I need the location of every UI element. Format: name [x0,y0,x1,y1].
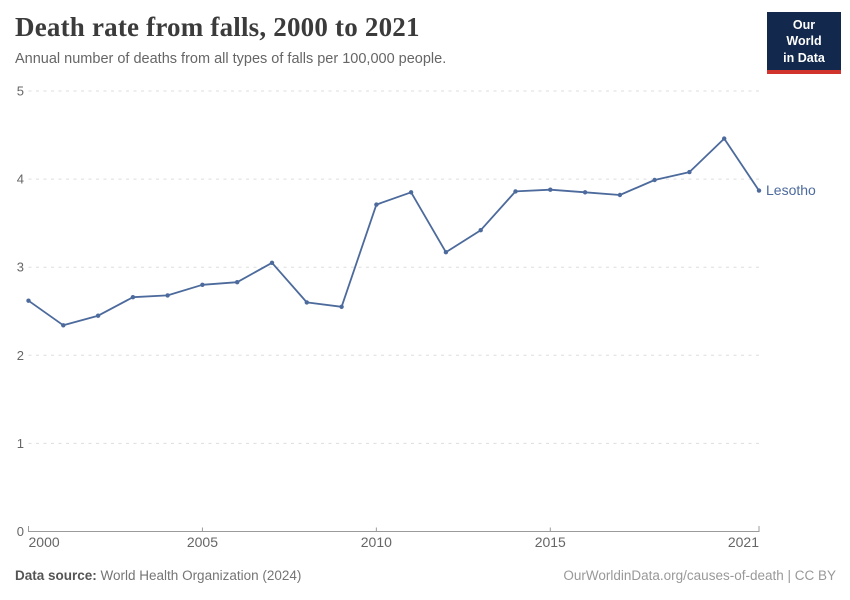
data-point [408,190,414,195]
data-point [513,189,518,194]
data-point [200,282,205,287]
data-point [478,228,483,233]
y-axis-tick-label: 4 [17,172,24,187]
series-label: Lesotho [766,182,816,198]
data-point [756,188,762,193]
y-axis-tick-label: 5 [17,84,24,99]
page-title: Death rate from falls, 2000 to 2021 [15,12,420,42]
owid-logo: Our World in Data [767,12,841,74]
data-point [61,323,66,328]
x-axis-tick-label: 2005 [187,534,218,550]
logo-line-2: in Data [783,50,825,65]
x-axis-tick-label: 2015 [535,534,566,550]
x-axis-tick-label: 2000 [29,534,60,550]
data-source-value: World Health Organization (2024) [96,568,302,583]
data-point [26,298,31,303]
data-source-label: Data source: [15,568,97,583]
y-axis-tick-label: 3 [17,260,24,275]
data-point [582,190,588,195]
data-point [304,300,309,305]
data-source: Data source: World Health Organization (… [15,568,301,583]
data-point [722,136,727,141]
data-point [652,177,657,183]
x-axis-line [28,526,760,532]
data-point [165,293,170,298]
chart-footer: Data source: World Health Organization (… [15,568,836,583]
data-point [443,250,449,255]
x-axis-tick-label: 2021 [728,534,759,550]
y-axis-tick-label: 1 [17,436,24,451]
series-line [27,137,760,327]
data-point [235,280,240,285]
page-subtitle: Annual number of deaths from all types o… [15,51,447,68]
data-point [269,260,275,265]
attribution-text: OurWorldinData.org/causes-of-death | CC … [563,568,836,583]
data-point [95,313,101,318]
data-point [548,187,553,192]
x-axis-tick-label: 2010 [361,534,392,550]
logo-line-1: Our World [786,18,822,49]
data-point [339,304,344,309]
data-point [374,202,379,207]
y-axis-tick-label: 2 [17,348,24,363]
data-point [687,169,692,175]
y-axis-tick-label: 0 [17,524,24,539]
data-point [130,295,136,300]
data-point [617,192,623,198]
chart-header: Death rate from falls, 2000 to 2021 Annu… [15,12,750,67]
